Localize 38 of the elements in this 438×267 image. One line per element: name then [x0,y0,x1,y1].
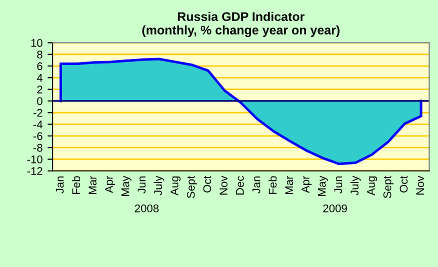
y-tick-label: 2 [37,86,42,94]
y-tick-label: -10 [27,155,42,164]
x-tick-label: Apr [105,176,116,194]
y-tick-label: 6 [37,62,42,70]
y-tick-label: -4 [33,120,43,128]
x-tick-label: Oct [203,176,212,192]
y-tick-label: -6 [33,132,42,140]
x-tick-label: Sept [383,176,394,198]
x-tick-label: Feb [268,176,277,194]
x-tick-label: Jan [56,176,64,194]
y-tick-label: 4 [36,74,43,82]
x-tick-label: Nov [416,176,424,195]
y-tick-label: -8 [33,144,42,152]
x-tick-label: May [318,176,328,196]
x-tick-label: May [121,176,132,196]
x-tick-label: Aug [170,176,181,196]
x-tick-label: Dec [236,176,244,195]
x-tick-label: Jan [252,176,260,194]
x-tick-label: Nov [220,176,228,195]
chart-title: Russia GDP Indicator (monthly, % change year on year) [142,12,340,38]
x-tick-label: Sept [186,176,197,198]
text: 2009 [323,204,347,212]
y-tick-label: -2 [33,108,42,117]
x-tick-label: Oct [400,176,408,192]
x-tick-label: Jun [334,176,342,194]
x-tick-label: Mar [285,176,294,194]
x-tick-label: Apr [302,176,312,194]
y-tick-label: 0 [37,97,42,106]
y-tick-label: -12 [27,167,42,175]
text: 2008 [134,204,159,212]
x-tick-label: July [350,176,361,196]
x-tick-label: Jun [138,176,146,194]
x-tick-label: Feb [72,176,80,194]
y-tick-label: 8 [37,50,42,59]
x-tick-label: Mar [88,176,96,194]
y-tick-label: 10 [31,38,42,47]
x-tick-label: July [154,176,164,196]
x-tick-label: Aug [367,176,378,196]
